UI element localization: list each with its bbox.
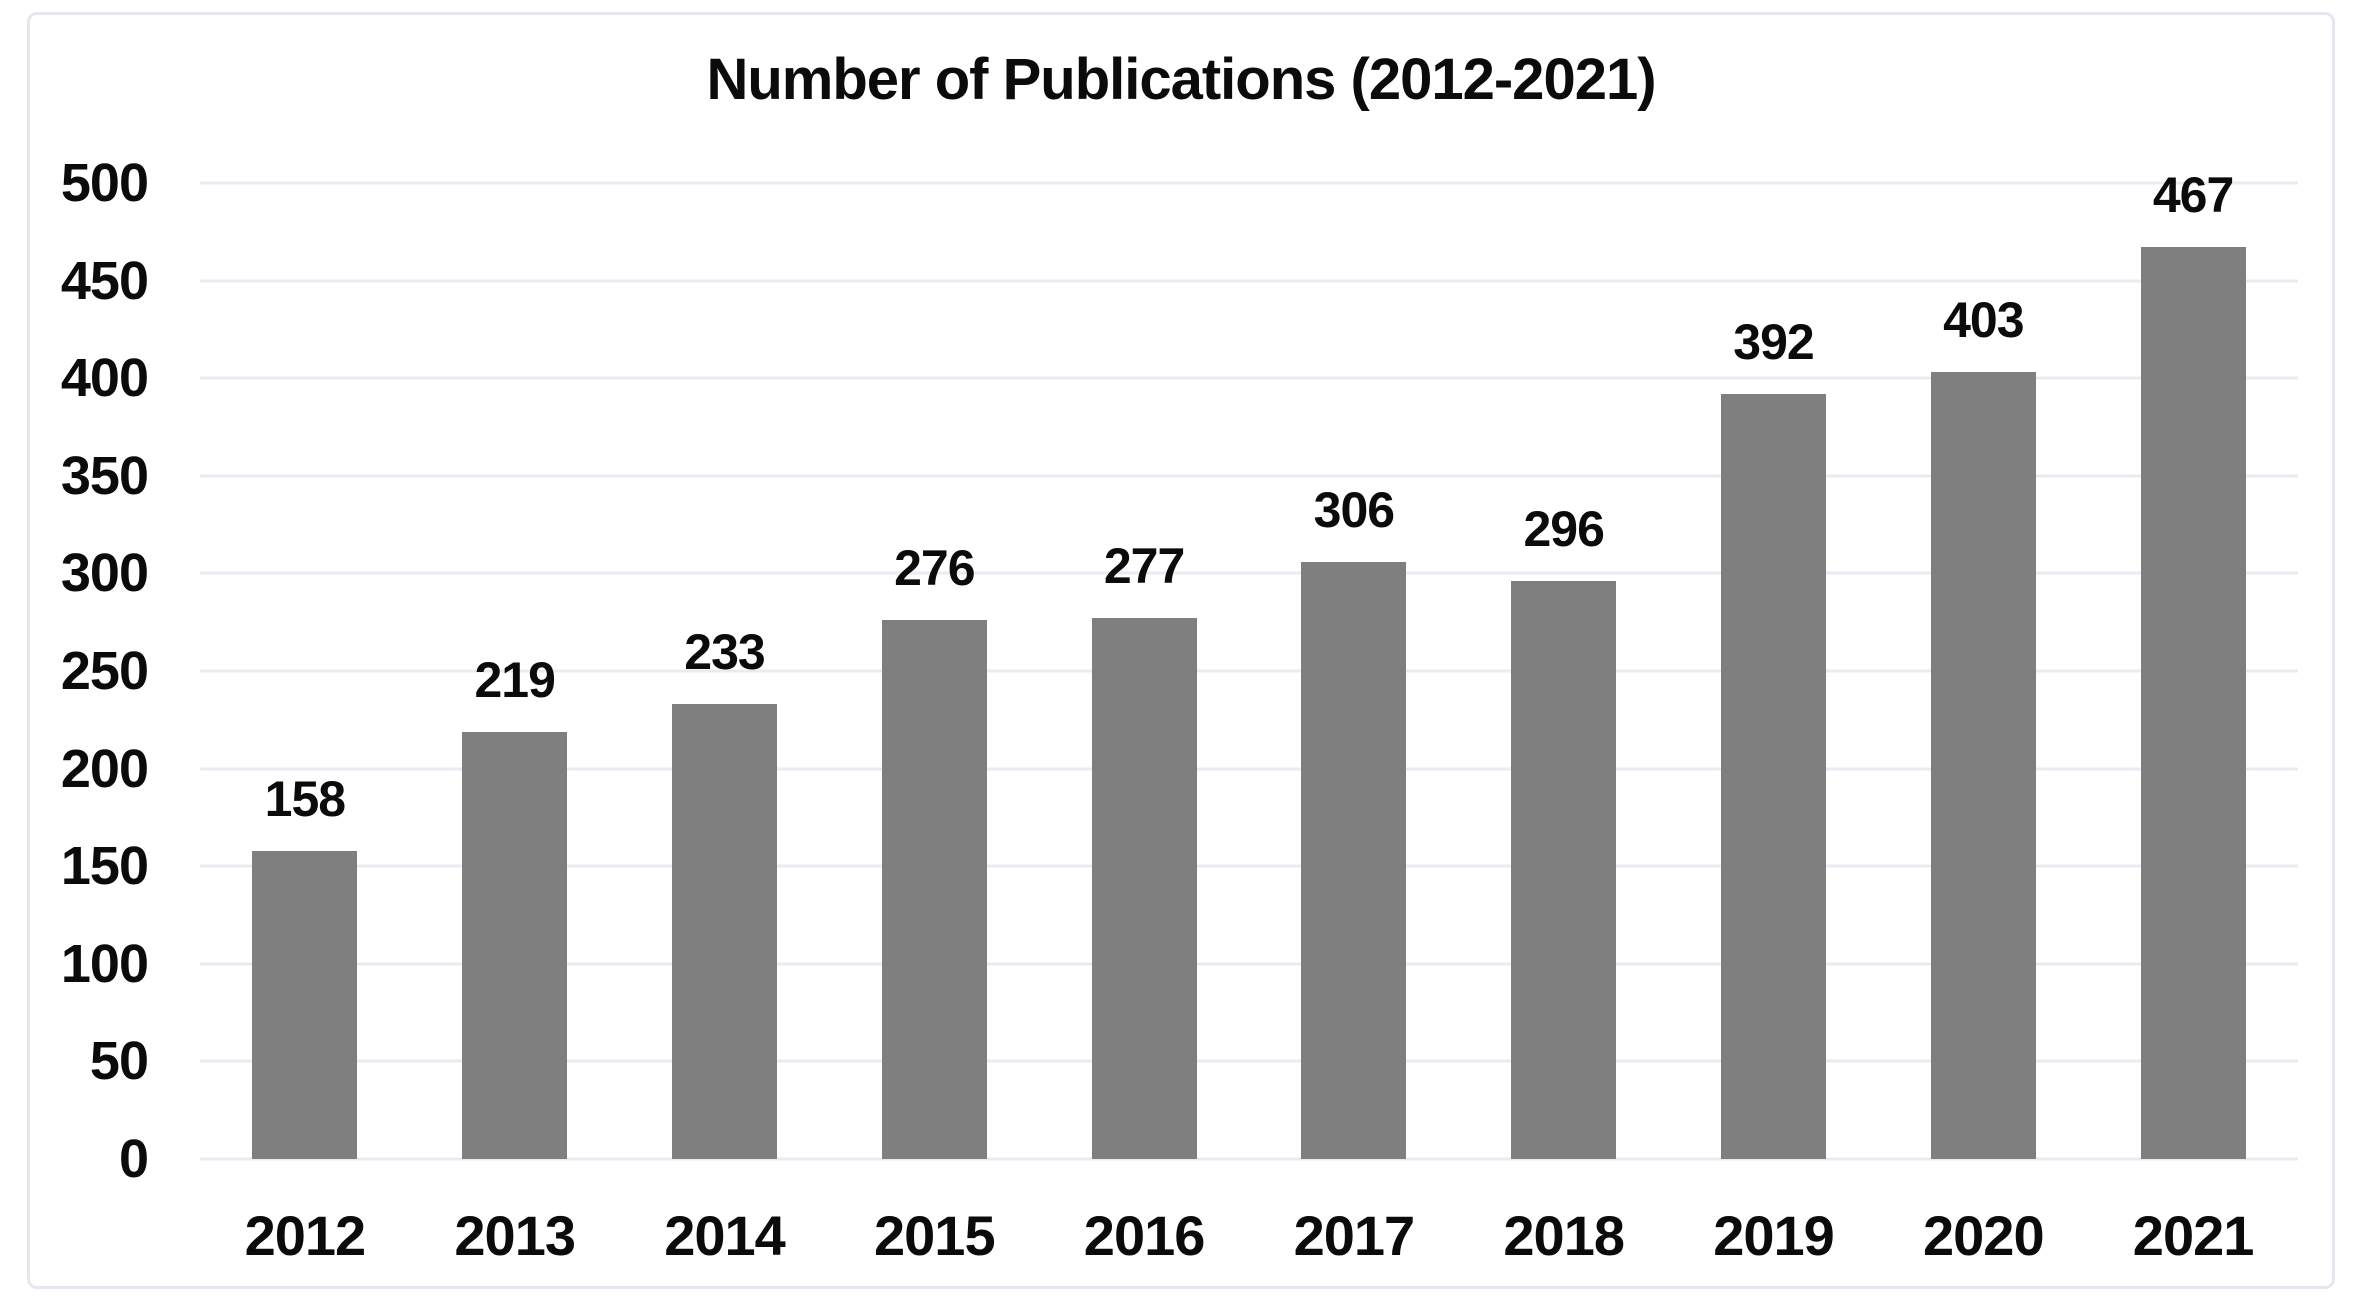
plot-area: 158 219 233 276 277 306 296 392 403 467 [200,167,2298,1161]
y-axis-tick-label: 50 [89,1031,149,1092]
y-axis-tick-label: 250 [60,641,149,701]
y-axis-tick-label: 150 [60,836,149,897]
x-axis-tick-label-2018: 2018 [1503,1204,1625,1267]
bar-2015 [881,620,987,1159]
bar-2016 [1091,618,1197,1159]
x-axis-tick-label-2016: 2016 [1083,1204,1206,1267]
bar-2013 [462,731,568,1159]
bar-value-label: 392 [1733,313,1814,370]
gridline-y-250 [200,669,2298,673]
bar-2019 [1721,393,1826,1159]
x-axis-tick-label-2012: 2012 [244,1204,367,1267]
bar-value-label: 219 [474,651,555,708]
y-axis-tick-label: 300 [60,543,149,604]
bar-2017 [1301,561,1407,1159]
bar-value-label: 306 [1313,481,1395,538]
y-axis-tick-label: 350 [60,445,149,506]
bar-value-label: 403 [1943,292,2024,349]
y-axis-tick-label: 400 [60,348,149,409]
y-axis-tick-label: 450 [60,250,149,311]
gridline-y-50 [200,1059,2298,1063]
bar-value-label: 467 [2152,167,2234,224]
bar-2012 [252,850,358,1159]
gridline-y-400 [200,376,2298,380]
chart-title: Number of Publications (2012-2021) [706,47,1656,112]
bar-value-label: 296 [1523,501,1604,558]
x-axis-tick-label-2013: 2013 [454,1204,576,1267]
gridline-y-0 [200,1157,2298,1161]
x-axis-tick-label-2017: 2017 [1293,1204,1416,1267]
bar-2014 [672,704,777,1159]
gridline-y-100 [200,962,2298,966]
bar-value-label: 277 [1103,538,1185,595]
y-axis-tick-label: 100 [60,933,149,994]
bar-value-label: 158 [264,770,346,827]
gridline-y-500 [200,181,2298,185]
x-axis-tick-label-2021: 2021 [2132,1204,2255,1267]
gridline-y-200 [200,767,2298,771]
bar-2018 [1511,581,1617,1159]
x-axis-tick-label-2019: 2019 [1713,1204,1835,1267]
gridline-y-350 [200,474,2298,478]
x-axis-tick-label-2014: 2014 [664,1204,786,1267]
gridline-y-150 [200,864,2298,868]
x-axis-tick-label-2020: 2020 [1923,1204,2045,1267]
x-axis-tick-label-2015: 2015 [874,1204,996,1267]
gridline-y-300 [200,571,2298,575]
y-axis-tick-label: 200 [60,738,149,799]
bar-2020 [1930,372,2036,1159]
bar-value-label: 276 [894,540,975,597]
y-axis-tick-label: 0 [118,1129,149,1189]
y-axis-tick-label: 500 [60,153,149,213]
bar-value-label: 233 [684,624,765,681]
gridline-y-450 [200,279,2298,283]
bar-2021 [2140,247,2246,1159]
